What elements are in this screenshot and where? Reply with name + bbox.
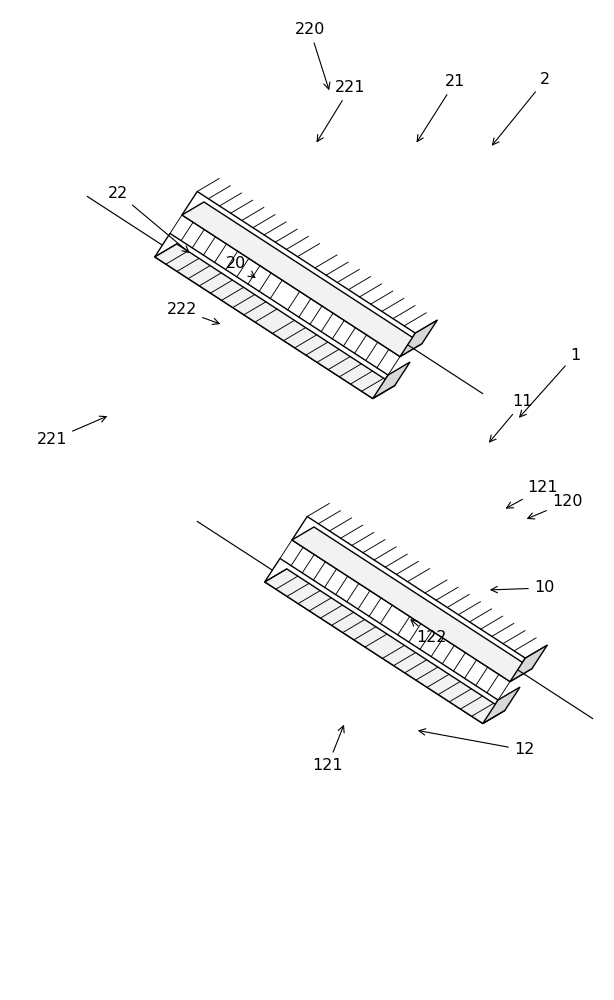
Polygon shape	[292, 516, 525, 682]
Polygon shape	[182, 191, 415, 357]
Text: 12: 12	[419, 729, 534, 758]
Text: 2: 2	[492, 73, 550, 145]
Text: 220: 220	[295, 22, 330, 89]
Polygon shape	[265, 569, 505, 724]
Polygon shape	[155, 244, 395, 399]
Text: 22: 22	[108, 186, 189, 252]
Polygon shape	[400, 320, 437, 357]
Text: 10: 10	[491, 580, 554, 595]
Text: 120: 120	[527, 494, 582, 519]
Text: 1: 1	[519, 348, 580, 417]
Text: 20: 20	[226, 255, 255, 278]
Text: 121: 121	[507, 481, 558, 508]
Polygon shape	[155, 233, 388, 399]
Polygon shape	[265, 558, 498, 724]
Text: 221: 221	[317, 81, 365, 142]
Text: 221: 221	[37, 416, 106, 448]
Text: 11: 11	[489, 394, 533, 442]
Text: 21: 21	[417, 75, 465, 142]
Text: 121: 121	[313, 726, 344, 772]
Text: 122: 122	[411, 620, 447, 646]
Polygon shape	[483, 687, 520, 724]
Text: 222: 222	[167, 302, 219, 324]
Polygon shape	[373, 362, 410, 399]
Polygon shape	[182, 202, 422, 357]
Polygon shape	[510, 645, 547, 682]
Polygon shape	[292, 527, 532, 682]
